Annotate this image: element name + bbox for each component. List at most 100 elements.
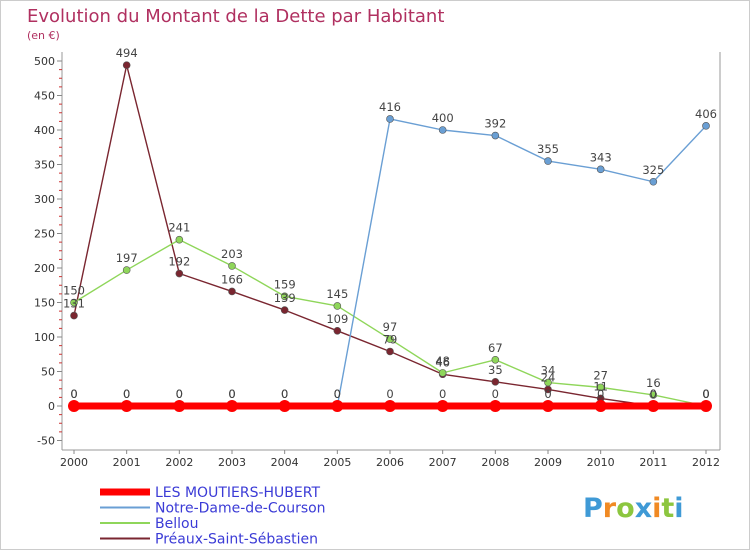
data-label: 131 <box>63 297 85 311</box>
series-point <box>647 400 660 412</box>
data-label: 0 <box>228 387 235 401</box>
series-point <box>278 400 291 412</box>
x-tick-label: 2006 <box>376 456 404 469</box>
data-label: 24 <box>541 370 556 384</box>
data-label: 355 <box>537 142 559 156</box>
series-point <box>386 115 394 123</box>
logo-letter: i <box>652 493 661 524</box>
legend-label: Préaux-Saint-Sébastien <box>155 532 318 548</box>
data-label: 79 <box>383 332 398 346</box>
data-label: 16 <box>646 376 661 390</box>
data-label: 27 <box>593 368 608 382</box>
series-point <box>438 369 447 377</box>
series-0 <box>68 400 712 412</box>
data-label: 0 <box>386 387 393 401</box>
series-point <box>280 306 289 314</box>
series-point <box>228 287 236 296</box>
series-point <box>649 177 658 186</box>
data-label: 192 <box>168 255 190 269</box>
data-label: 0 <box>544 387 551 401</box>
data-label: 0 <box>597 387 604 401</box>
x-tick-label: 2012 <box>692 456 720 469</box>
y-tick-label: 500 <box>34 55 55 68</box>
data-label: 241 <box>168 221 190 235</box>
data-label: 0 <box>492 387 499 401</box>
data-label: 11 <box>593 379 608 393</box>
series-point <box>384 400 396 412</box>
data-label: 0 <box>650 387 657 401</box>
data-label: 0 <box>281 387 288 401</box>
data-label: 34 <box>541 364 556 378</box>
data-label: 0 <box>702 387 709 401</box>
x-tick-label: 2002 <box>165 456 193 469</box>
series-point <box>228 262 236 270</box>
series-point <box>175 269 184 278</box>
data-label: 197 <box>116 251 138 265</box>
x-tick-label: 2008 <box>481 456 509 469</box>
series-point <box>702 122 710 130</box>
data-label: 343 <box>590 150 612 164</box>
series-point <box>594 400 607 412</box>
x-tick-label: 2010 <box>587 456 615 469</box>
series-point <box>489 400 502 412</box>
series-layer <box>68 61 712 412</box>
y-tick-label: 300 <box>34 193 55 206</box>
data-label: 416 <box>379 100 401 114</box>
x-tick-label: 2001 <box>113 456 141 469</box>
y-tick-label: 50 <box>41 366 55 379</box>
series-point <box>122 61 131 69</box>
y-tick-label: 150 <box>34 297 55 310</box>
data-label: 0 <box>439 387 446 401</box>
data-label: 0 <box>70 387 77 401</box>
data-label: 400 <box>432 111 454 125</box>
data-label: 494 <box>116 46 138 60</box>
x-tick-label: 2005 <box>323 456 351 469</box>
y-tick-label: 250 <box>34 228 55 241</box>
data-label: 0 <box>702 387 709 401</box>
logo-letter: o <box>616 493 635 524</box>
series-point <box>491 378 500 386</box>
legend: LES MOUTIERS-HUBERTNotre-Dame-de-Courson… <box>100 485 326 548</box>
x-tick-label: 2003 <box>218 456 246 469</box>
logo-letter: i <box>674 493 683 524</box>
data-label: 166 <box>221 272 243 286</box>
legend-label: LES MOUTIERS-HUBERT <box>155 485 320 501</box>
data-label: 0 <box>334 387 341 401</box>
y-tick-label: 100 <box>34 331 55 344</box>
data-label: 0 <box>123 387 130 401</box>
series-point <box>544 378 552 387</box>
data-label: 48 <box>435 354 450 368</box>
y-tick-label: 0 <box>48 400 55 413</box>
series-point <box>333 302 342 310</box>
data-label: 67 <box>488 341 503 355</box>
series-point <box>544 157 552 165</box>
data-label: 0 <box>123 387 130 401</box>
series-point <box>122 266 131 274</box>
x-tick-label: 2011 <box>639 456 667 469</box>
series-point <box>491 355 500 364</box>
series-point <box>68 400 80 412</box>
legend-label: Bellou <box>155 516 198 532</box>
data-label: 325 <box>642 163 664 177</box>
data-label: 0 <box>176 387 183 401</box>
series-point <box>331 400 344 412</box>
series-point <box>438 126 447 134</box>
series-point <box>649 391 658 399</box>
series-point <box>700 400 712 412</box>
x-tick-label: 2007 <box>429 456 457 469</box>
data-label: 0 <box>281 387 288 401</box>
y-tick-label: 400 <box>34 124 55 137</box>
data-label: 139 <box>274 291 296 305</box>
data-label: 392 <box>484 117 506 131</box>
data-label: 0 <box>702 387 709 401</box>
data-label: 0 <box>228 387 235 401</box>
data-label: 46 <box>435 355 450 369</box>
logo-letter: P <box>583 493 603 524</box>
logo-letter: t <box>661 493 674 524</box>
data-label: 109 <box>326 312 348 326</box>
data-label: 97 <box>383 320 398 334</box>
